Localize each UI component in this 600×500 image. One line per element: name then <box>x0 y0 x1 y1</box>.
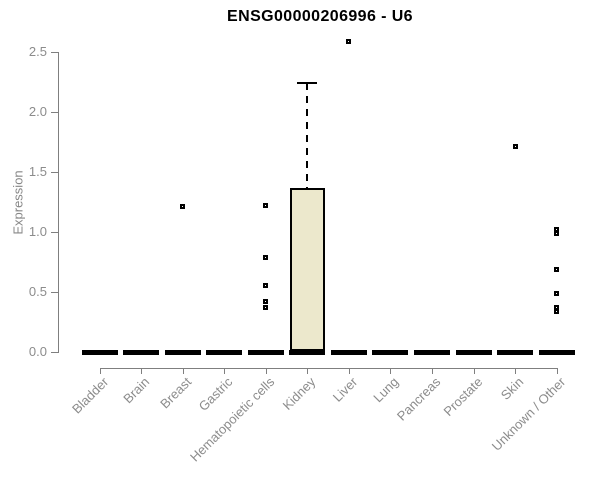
y-tick-label: 0.0 <box>28 343 47 359</box>
median-prostate <box>455 349 492 355</box>
median-liver <box>330 349 367 355</box>
box-kidney <box>289 188 325 352</box>
outlier-point-breast <box>180 203 186 209</box>
outlier-point-unknown-other <box>554 291 560 297</box>
median-unknown-other <box>538 349 575 355</box>
x-axis-line <box>99 368 558 369</box>
x-category-label-prostate: Prostate <box>440 374 485 420</box>
x-category-label-liver: Liver <box>329 374 361 405</box>
outlier-point-unknown-other <box>554 231 560 237</box>
y-axis-line <box>58 51 59 353</box>
x-category-label-breast: Breast <box>156 374 194 412</box>
y-tick-label: 2.5 <box>28 43 47 59</box>
y-axis-tick <box>51 291 58 293</box>
outlier-point-hematopoietic-cells <box>263 202 269 208</box>
x-category-label-pancreas: Pancreas <box>393 374 444 424</box>
whisker-kidney <box>306 82 309 189</box>
x-axis-tick <box>265 368 267 374</box>
x-category-label-bladder: Bladder <box>68 374 111 417</box>
x-category-label-unknown-other: Unknown / Other <box>488 374 569 454</box>
y-axis-tick <box>51 351 58 353</box>
x-category-label-skin: Skin <box>497 374 527 403</box>
x-axis-tick <box>99 368 101 374</box>
median-pancreas <box>414 349 451 355</box>
median-skin <box>497 349 534 355</box>
outlier-point-liver <box>346 39 352 45</box>
y-axis-tick <box>51 231 58 233</box>
median-hematopoietic-cells <box>247 349 284 355</box>
x-axis-tick <box>556 368 558 374</box>
outlier-point-hematopoietic-cells <box>263 298 269 304</box>
outlier-point-hematopoietic-cells <box>263 304 269 310</box>
outlier-point-skin <box>512 143 518 149</box>
median-gastric <box>206 349 243 355</box>
outlier-point-unknown-other <box>554 267 560 273</box>
whisker-cap-kidney <box>297 81 318 84</box>
y-tick-label: 2.0 <box>28 103 47 119</box>
median-kidney <box>289 349 326 355</box>
median-lung <box>372 349 409 355</box>
x-axis-tick <box>432 368 434 374</box>
x-category-label-brain: Brain <box>120 374 153 407</box>
chart-title: ENSG00000206996 - U6 <box>227 8 413 25</box>
y-axis-tick <box>51 51 58 53</box>
outlier-point-unknown-other <box>554 304 560 310</box>
median-bladder <box>81 349 118 355</box>
x-axis-tick <box>307 368 309 374</box>
median-breast <box>164 349 201 355</box>
outlier-point-unknown-other <box>554 309 560 315</box>
outlier-point-unknown-other <box>554 226 560 232</box>
x-category-label-lung: Lung <box>370 374 402 406</box>
x-axis-tick <box>390 368 392 374</box>
y-tick-label: 1.0 <box>28 223 47 239</box>
x-axis-tick <box>515 368 517 374</box>
x-axis-tick <box>348 368 350 374</box>
outlier-point-hematopoietic-cells <box>263 283 269 288</box>
x-axis-tick <box>224 368 226 374</box>
median-brain <box>123 349 160 355</box>
x-axis-tick <box>141 368 143 374</box>
x-axis-tick <box>473 368 475 374</box>
y-axis-tick <box>51 171 58 173</box>
y-tick-label: 1.5 <box>28 163 47 179</box>
x-category-label-kidney: Kidney <box>279 374 319 413</box>
x-axis-tick <box>182 368 184 374</box>
y-axis-tick <box>51 111 58 113</box>
y-tick-label: 0.5 <box>28 283 47 299</box>
x-category-label-gastric: Gastric <box>195 374 236 414</box>
outlier-point-hematopoietic-cells <box>263 255 269 261</box>
